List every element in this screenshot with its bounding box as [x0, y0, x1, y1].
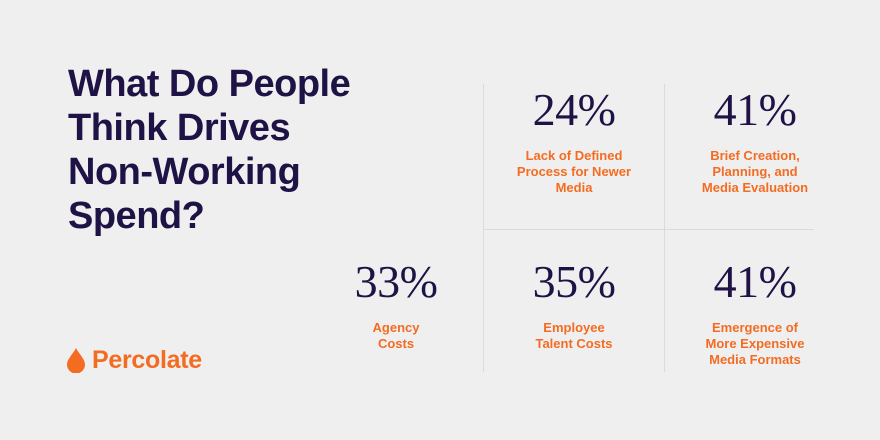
stat-card: 24% Lack of Defined Process for Newer Me… — [484, 84, 664, 196]
stat-label: Brief Creation, Planning, and Media Eval… — [665, 148, 845, 196]
stat-label-line: Media Evaluation — [701, 180, 809, 195]
stat-value: 35% — [532, 256, 616, 307]
stat-label-line: Agency — [372, 320, 420, 335]
stat-label-line: Media Formats — [709, 352, 801, 367]
stat-value: 41% — [713, 256, 797, 307]
stat-card: 41% Brief Creation, Planning, and Media … — [665, 84, 845, 196]
stat-label-line: Talent Costs — [535, 336, 613, 351]
stat-value: 41% — [713, 84, 797, 135]
stat-label: Employee Talent Costs — [484, 320, 664, 352]
headline-line: What Do People — [68, 63, 351, 105]
stat-value: 24% — [532, 84, 616, 135]
headline-line: Spend? — [68, 195, 205, 237]
stat-value: 33% — [354, 256, 438, 307]
stat-label-line: Employee — [543, 320, 605, 335]
stat-label-line: Planning, and — [712, 164, 798, 179]
brand-name: Percolate — [92, 346, 202, 374]
stat-label-line: Brief Creation, — [710, 148, 800, 163]
stat-label-line: Media — [555, 180, 593, 195]
stat-label-line: Lack of Defined — [525, 148, 623, 163]
headline-line: Think Drives — [68, 107, 291, 149]
stat-card: 35% Employee Talent Costs — [484, 256, 664, 352]
stat-label: Emergence of More Expensive Media Format… — [665, 320, 845, 368]
stat-card: 33% Agency Costs — [306, 256, 486, 352]
headline-line: Non-Working — [68, 151, 301, 193]
stat-label: Agency Costs — [306, 320, 486, 352]
stat-label: Lack of Defined Process for Newer Media — [484, 148, 664, 196]
grid-divider-vertical — [483, 84, 484, 372]
brand-logo: Percolate — [66, 345, 202, 375]
grid-divider-vertical — [664, 84, 665, 372]
stat-label-line: Process for Newer — [516, 164, 632, 179]
headline: What Do People Think Drives Non-Working … — [68, 62, 448, 238]
stat-label-line: More Expensive — [705, 336, 805, 351]
stat-label-line: Costs — [377, 336, 415, 351]
stat-card: 41% Emergence of More Expensive Media Fo… — [665, 256, 845, 368]
grid-divider-horizontal — [484, 229, 814, 230]
droplet-icon — [67, 348, 85, 373]
stat-label-line: Emergence of — [712, 320, 798, 335]
